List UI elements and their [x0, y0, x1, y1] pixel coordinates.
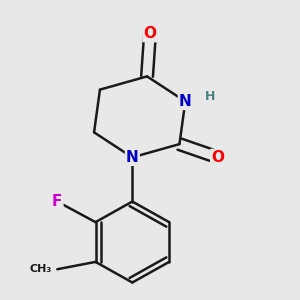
Text: N: N — [126, 150, 139, 165]
Text: N: N — [179, 94, 192, 109]
Text: H: H — [205, 91, 215, 103]
Text: O: O — [143, 26, 157, 41]
Text: F: F — [52, 194, 62, 209]
Text: CH₃: CH₃ — [29, 264, 51, 274]
Text: O: O — [211, 150, 224, 165]
